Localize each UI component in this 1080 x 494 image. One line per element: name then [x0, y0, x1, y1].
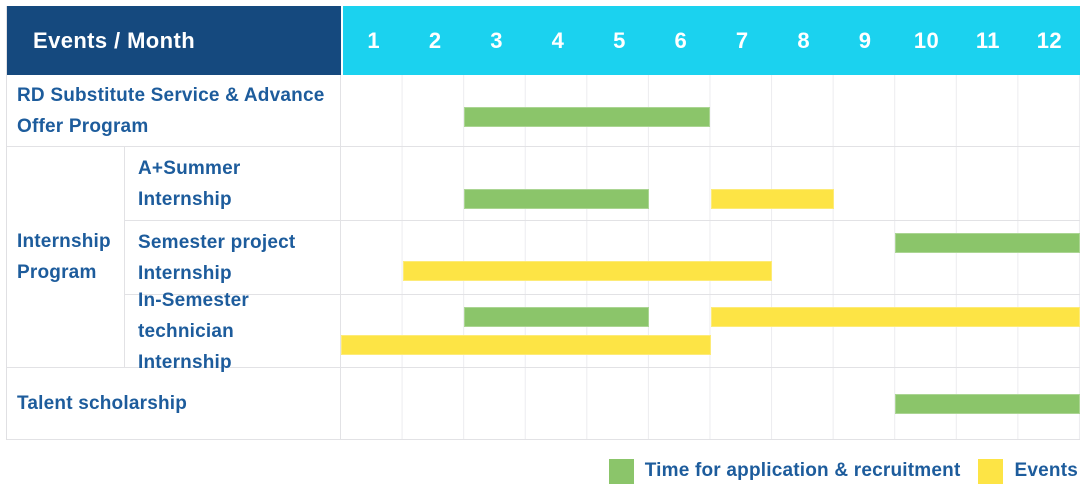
month-label-1: 1: [367, 27, 381, 53]
chart-row-semester-project: [341, 221, 1080, 295]
group-label-internship-program: Internship Program: [7, 147, 125, 368]
gantt-bar-recruitment: [895, 233, 1080, 253]
chart-row-a-plus-summer: [341, 147, 1080, 221]
month-label-10: 10: [913, 27, 940, 53]
month-label-6: 6: [674, 27, 688, 53]
legend-item-recruitment: Time for application & recruitment: [608, 458, 961, 484]
row-label-semester-project: Semester project Internship: [125, 221, 341, 295]
row-label-talent-scholarship: Talent scholarship: [7, 368, 341, 440]
recruitment-swatch-icon: [608, 458, 634, 484]
events-swatch-icon: [978, 458, 1004, 484]
row-label-in-semester-technician: In-Semester technician Internship: [125, 290, 341, 373]
month-label-12: 12: [1036, 27, 1062, 53]
gantt-bar-events: [402, 261, 773, 281]
row-label-text: In-Semester technician Internship: [138, 289, 249, 373]
gantt-bar-recruitment: [464, 189, 649, 209]
gantt-bar-recruitment: [464, 107, 711, 127]
month-label-7: 7: [735, 27, 749, 53]
gantt-bar-events: [341, 335, 711, 355]
month-label-9: 9: [858, 27, 872, 53]
legend-recruitment-label: Time for application & recruitment: [644, 460, 961, 481]
month-label-4: 4: [551, 27, 565, 53]
group-label-text: Internship Program: [17, 231, 111, 283]
table-header-title: Events / Month: [7, 6, 341, 75]
row-label-a-plus-summer: A+Summer Internship: [125, 147, 341, 221]
chart-row-talent-scholarship: [341, 368, 1080, 440]
month-label-5: 5: [613, 27, 626, 53]
row-label-text: Talent scholarship: [17, 393, 188, 414]
month-label-3: 3: [490, 27, 503, 53]
row-label-rd-substitute: RD Substitute Service & Advance Offer Pr…: [7, 75, 341, 147]
legend-events-label: Events: [1014, 460, 1078, 481]
row-label-text: A+Summer Internship: [138, 157, 241, 210]
row-label-text: RD Substitute Service & Advance Offer Pr…: [17, 84, 325, 137]
row-label-text: Semester project Internship: [138, 231, 296, 284]
month-header-strip: 1 2 3 4 5 6 7 8 9 10 11 12: [341, 6, 1080, 75]
chart-row-rd-substitute: [341, 75, 1080, 147]
chart-row-in-semester-technician: [341, 295, 1080, 368]
gantt-bar-events: [710, 307, 1080, 327]
gantt-bar-recruitment: [895, 394, 1080, 414]
gantt-bar-recruitment: [464, 307, 649, 327]
gantt-bar-events: [710, 189, 834, 209]
gantt-table: Events / Month 1 2 3 4 5 6 7 8 9 10 11 12 RD Substi…: [6, 6, 1080, 440]
events-month-label: Events / Month: [33, 27, 196, 53]
legend: Time for application & recruitment Event…: [608, 455, 1078, 487]
month-label-2: 2: [428, 27, 442, 53]
month-label-8: 8: [797, 27, 810, 53]
month-label-11: 11: [975, 27, 1000, 53]
legend-item-events: Events: [978, 458, 1078, 484]
